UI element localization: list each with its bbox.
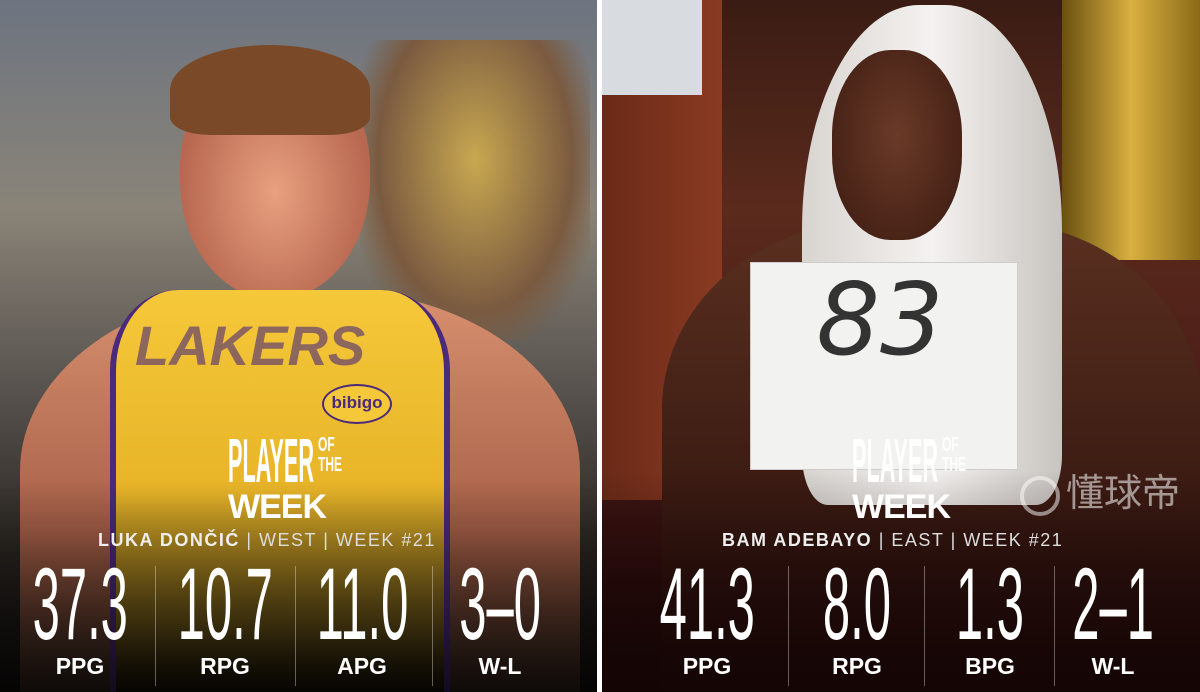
player-name: LUKA DONČIĆ bbox=[98, 530, 240, 550]
stat-divider bbox=[432, 566, 433, 686]
stat-divider bbox=[1054, 566, 1055, 686]
stat-rpg: 10.7 RPG bbox=[177, 547, 273, 679]
week: WEEK #21 bbox=[335, 530, 436, 550]
player-info: BAM ADEBAYO | EAST | WEEK #21 bbox=[722, 530, 1064, 550]
sign-paper bbox=[750, 262, 1018, 470]
notice-paper bbox=[602, 0, 702, 95]
bottom-fade bbox=[0, 480, 597, 692]
stat-ppg: 41.3 PPG bbox=[659, 547, 755, 679]
player-face bbox=[832, 50, 962, 240]
stat-wl: 2–1 W-L bbox=[1072, 547, 1154, 679]
trophy bbox=[1062, 0, 1200, 260]
stat-divider bbox=[788, 566, 789, 686]
sign-number: 83 bbox=[816, 261, 944, 378]
stat-divider bbox=[155, 566, 156, 686]
player-name: BAM ADEBAYO bbox=[722, 530, 873, 550]
stat-wl: 3–0 W-L bbox=[459, 547, 541, 679]
football-icon bbox=[1020, 475, 1060, 516]
luka-doncic-panel: LAKERS bibigo PLAYER OF THE WEEK LUKA DO… bbox=[0, 0, 597, 692]
bam-adebayo-panel: 83 PLAYER OF THE WEEK BAM ADEBAYO | EAST… bbox=[602, 0, 1200, 692]
player-hair bbox=[170, 45, 370, 135]
player-of-the-week-logo: PLAYER OF THE WEEK bbox=[852, 427, 966, 526]
stat-divider bbox=[295, 566, 296, 686]
conference: EAST bbox=[891, 530, 945, 550]
player-info: LUKA DONČIĆ | WEST | WEEK #21 bbox=[98, 530, 436, 550]
conference: WEST bbox=[259, 530, 317, 550]
stat-ppg: 37.3 PPG bbox=[32, 547, 128, 679]
stat-divider bbox=[924, 566, 925, 686]
stat-apg: 11.0 APG bbox=[316, 547, 408, 679]
player-of-the-week-logo: PLAYER OF THE WEEK bbox=[228, 427, 342, 526]
stat-bpg: 1.3 BPG bbox=[955, 547, 1025, 679]
bottom-fade bbox=[602, 470, 1200, 692]
stat-rpg: 8.0 RPG bbox=[822, 547, 892, 679]
crowd-background bbox=[360, 40, 590, 340]
sponsor-logo: bibigo bbox=[322, 384, 392, 424]
jersey-text: LAKERS bbox=[135, 314, 366, 377]
week: WEEK #21 bbox=[963, 530, 1064, 550]
watermark: 懂球帝 bbox=[1020, 474, 1180, 516]
